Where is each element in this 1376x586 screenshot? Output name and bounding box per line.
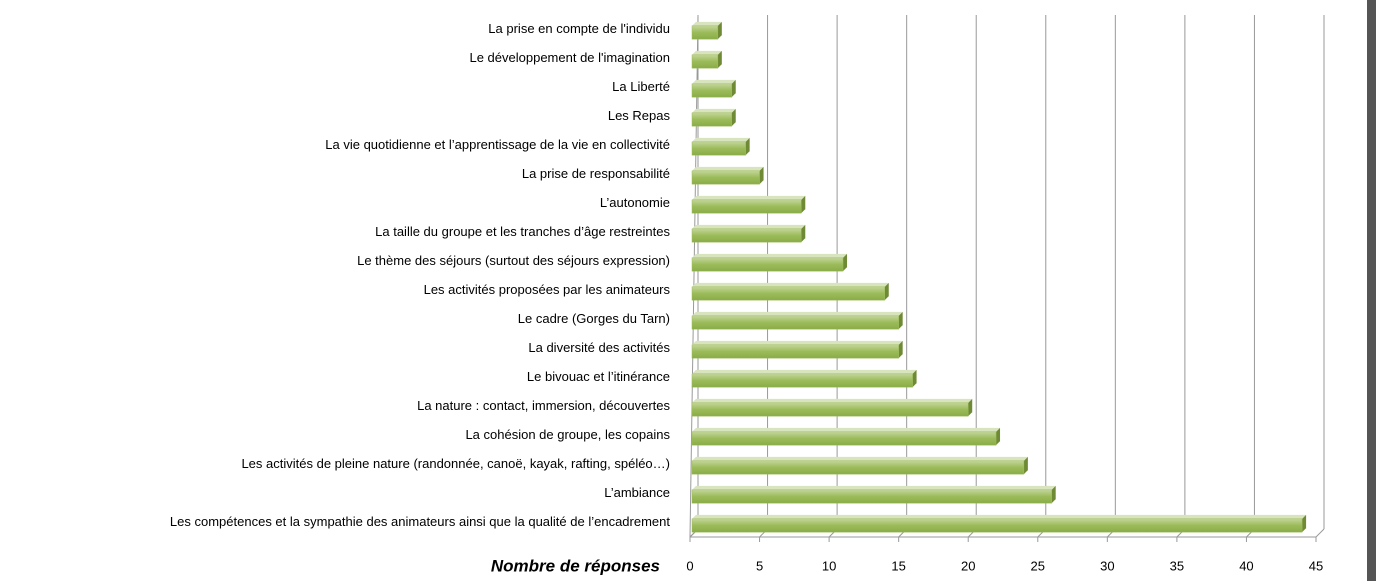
x-tick-label: 35 (1170, 558, 1184, 573)
x-tick-label: 20 (961, 558, 975, 573)
bar-side (731, 79, 736, 98)
bar (691, 373, 913, 388)
bar-side (745, 137, 750, 156)
bar-side (1302, 514, 1307, 533)
bar (691, 170, 760, 185)
bar (691, 25, 719, 40)
bar-top (692, 398, 973, 403)
bar-top (692, 50, 722, 55)
bar-side (898, 311, 903, 330)
y-tick-label: Les activités proposées par les animateu… (424, 282, 671, 297)
bar-side (731, 108, 736, 127)
grid-floor (1315, 528, 1325, 538)
bar (691, 141, 746, 156)
bar (691, 83, 732, 98)
y-tick-label: La prise de responsabilité (522, 166, 670, 181)
bar-top (692, 224, 806, 229)
bar-side (717, 21, 722, 40)
y-tick-label: La Liberté (612, 79, 670, 94)
y-tick-label: La vie quotidienne et l’apprentissage de… (325, 137, 670, 152)
bar-side (898, 340, 903, 359)
bar-side (801, 195, 806, 214)
y-tick-label: La cohésion de groupe, les copains (465, 427, 670, 442)
x-tick-label: 5 (756, 558, 763, 573)
y-tick-label: L’ambiance (604, 485, 670, 500)
bar-side (759, 166, 764, 185)
x-axis-title: Nombre de réponses (491, 556, 660, 575)
x-tick-label: 0 (686, 558, 693, 573)
bar-top (692, 514, 1307, 519)
bar (691, 489, 1052, 504)
y-tick-label: La nature : contact, immersion, découver… (417, 398, 670, 413)
bar-top (692, 282, 889, 287)
y-tick-label: Le cadre (Gorges du Tarn) (518, 311, 670, 326)
bar (691, 402, 969, 417)
bar (691, 199, 802, 214)
y-tick-label: Les Repas (608, 108, 671, 123)
bar-side (843, 253, 848, 272)
x-tick-label: 15 (891, 558, 905, 573)
bar (691, 518, 1303, 533)
x-tick-label: 10 (822, 558, 836, 573)
bar-side (996, 427, 1001, 446)
x-tick-label: 40 (1239, 558, 1253, 573)
bar-top (692, 253, 848, 258)
y-tick-label: Les activités de pleine nature (randonné… (241, 456, 670, 471)
bar-top (692, 137, 750, 142)
bar-top (692, 21, 722, 26)
x-tick-label: 30 (1100, 558, 1114, 573)
bar (691, 431, 997, 446)
bar-top (692, 340, 903, 345)
y-tick-label: Le bivouac et l’itinérance (527, 369, 670, 384)
bar-side (912, 369, 917, 388)
bar-top (692, 166, 764, 171)
bar-side (717, 50, 722, 69)
bar-side (968, 398, 973, 417)
bar (691, 54, 719, 69)
y-tick-label: La diversité des activités (528, 340, 670, 355)
y-tick-label: Le développement de l'imagination (469, 50, 670, 65)
bar-top (692, 79, 736, 84)
bar-top (692, 195, 806, 200)
bar-top (692, 108, 736, 113)
x-tick-label: 45 (1309, 558, 1323, 573)
y-tick-label: L’autonomie (600, 195, 670, 210)
bar (691, 315, 899, 330)
bar-side (1023, 456, 1028, 475)
bar (691, 228, 802, 243)
x-tick-label: 25 (1031, 558, 1045, 573)
bar-top (692, 369, 917, 374)
bar-side (1051, 485, 1056, 504)
bar (691, 344, 899, 359)
bar (691, 460, 1025, 475)
y-tick-label: La taille du groupe et les tranches d’âg… (375, 224, 670, 239)
bar (691, 286, 886, 301)
bar (691, 257, 844, 272)
bar-top (692, 427, 1001, 432)
bar-side (884, 282, 889, 301)
y-tick-label: Les compétences et la sympathie des anim… (170, 514, 670, 529)
bar (691, 112, 732, 127)
bar-top (692, 456, 1028, 461)
y-tick-label: La prise en compte de l'individu (488, 21, 670, 36)
window-edge (1367, 0, 1376, 581)
bar-top (692, 311, 903, 316)
bar-side (801, 224, 806, 243)
bar-top (692, 485, 1056, 490)
y-tick-label: Le thème des séjours (surtout des séjour… (357, 253, 670, 268)
